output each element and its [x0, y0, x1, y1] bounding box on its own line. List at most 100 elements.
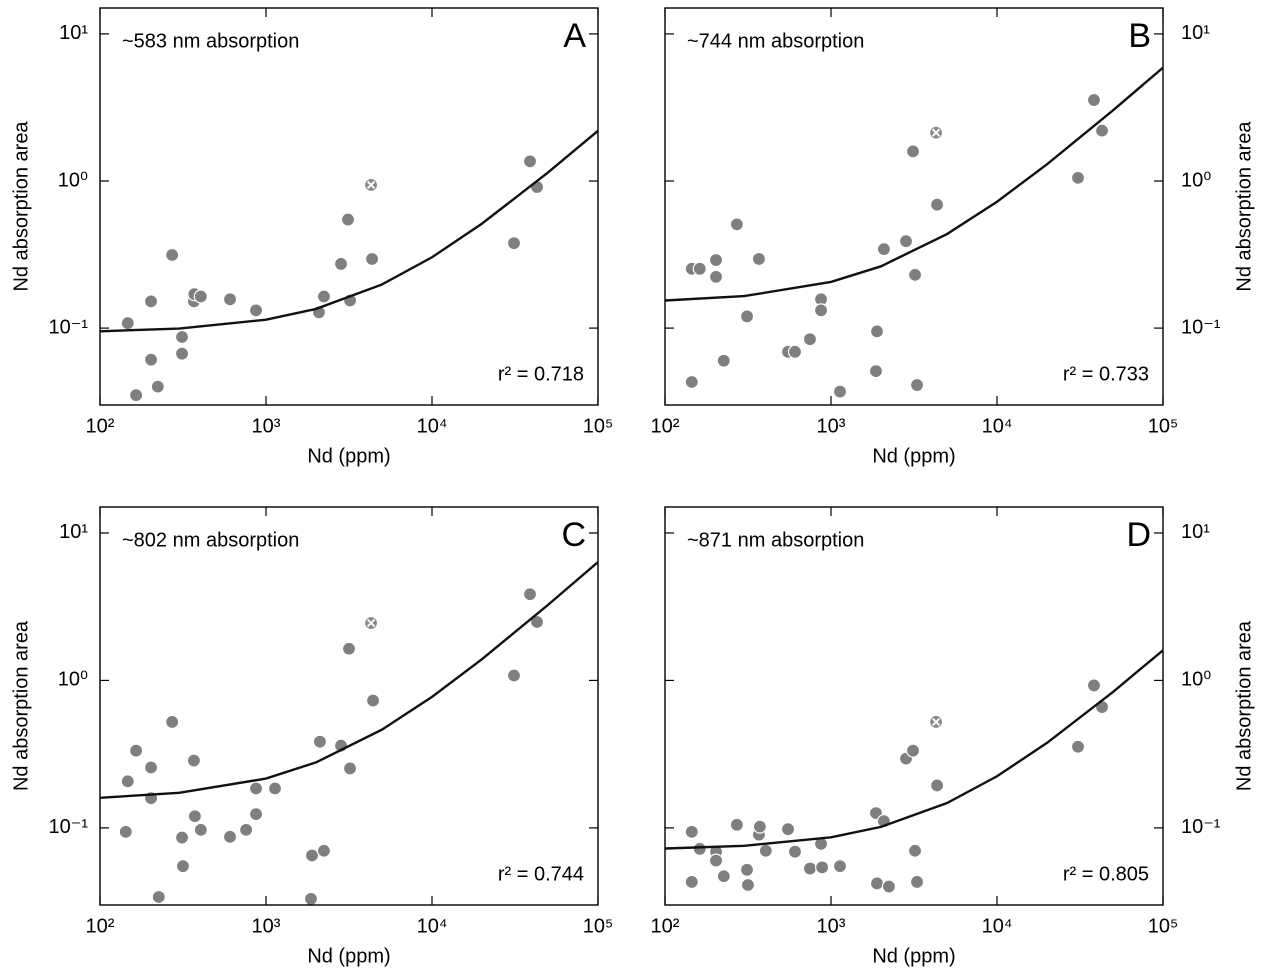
y-tick-label: 10⁰ [58, 669, 88, 691]
r-squared-label: r² = 0.805 [1063, 863, 1149, 885]
panel-label: C [561, 516, 586, 554]
panel: 10² 10³ 10⁴ 10⁵ 10⁻¹ 10⁰ 10¹ Nd (ppm) Nd absorpt… [10, 7, 613, 467]
data-point [716, 869, 731, 884]
data-point [758, 843, 773, 858]
r-squared-label: r² = 0.733 [1063, 363, 1149, 385]
y-axis-label: Nd absorption area [10, 121, 32, 292]
data-point [364, 251, 380, 267]
data-point [174, 329, 190, 345]
x-tick-label: 10⁴ [417, 915, 448, 937]
fit-line [100, 129, 598, 333]
data-point [365, 693, 381, 708]
data-point [506, 668, 522, 683]
y-tick-label: 10¹ [1181, 521, 1210, 543]
data-point [222, 292, 238, 307]
data-point [929, 778, 945, 793]
data-point [303, 891, 319, 905]
data-point [787, 844, 803, 859]
data-point [740, 877, 756, 893]
data-point [752, 819, 768, 834]
data-point [929, 197, 945, 212]
y-tick-label: 10¹ [59, 521, 88, 543]
data-point [780, 822, 796, 837]
data-point [522, 154, 538, 169]
x-tick-label: 10² [651, 915, 680, 937]
panel: 10² 10³ 10⁴ 10⁵ 10⁻¹ 10⁰ 10¹ Nd (ppm) Nd absorpt… [651, 7, 1255, 467]
plot-area [100, 561, 598, 905]
data-point [813, 303, 829, 318]
data-point [248, 781, 264, 796]
data-point [708, 269, 724, 284]
x-tick-label: 10² [86, 415, 115, 437]
data-point [129, 388, 144, 403]
data-point [175, 859, 191, 874]
data-point [120, 774, 135, 789]
data-point [341, 641, 357, 656]
data-point [174, 830, 190, 845]
data-point [898, 234, 914, 249]
x-tick-label: 10² [651, 415, 680, 437]
data-point [187, 809, 203, 824]
data-point [1070, 739, 1086, 754]
x-axis-label: Nd (ppm) [872, 945, 955, 967]
y-tick-label: 10⁰ [1181, 669, 1211, 691]
data-point [248, 807, 264, 822]
y-axis-label: Nd absorption area [1233, 121, 1255, 292]
outlier-point [928, 125, 944, 140]
data-point [881, 879, 897, 894]
data-point [1086, 678, 1102, 693]
data-point [684, 374, 699, 390]
data-point [869, 876, 885, 891]
data-point [342, 761, 358, 776]
data-point [118, 824, 133, 839]
y-tick-label: 10⁻¹ [1181, 816, 1221, 838]
data-point [1070, 170, 1086, 185]
data-point [729, 817, 744, 832]
data-point [150, 379, 165, 394]
data-point [120, 316, 135, 331]
data-point [333, 256, 349, 272]
x-tick-label: 10⁴ [982, 915, 1013, 937]
data-point [708, 252, 724, 268]
fit-line [100, 561, 598, 799]
data-point [751, 251, 767, 267]
data-point [1086, 92, 1102, 108]
outlier-point [363, 177, 379, 193]
outlier-point [363, 615, 379, 631]
x-tick-label: 10⁴ [982, 415, 1013, 437]
data-point [876, 242, 892, 257]
panel-label: B [1128, 17, 1151, 55]
y-tick-label: 10⁻¹ [49, 316, 89, 338]
data-point [1094, 123, 1110, 138]
data-point [151, 889, 166, 905]
data-point [708, 853, 724, 868]
data-point [832, 859, 848, 874]
y-tick-label: 10¹ [59, 22, 88, 44]
data-point [193, 289, 208, 304]
plot-frame [99, 7, 599, 406]
plot-area [665, 649, 1163, 894]
data-point [716, 353, 731, 368]
outlier-point [928, 714, 944, 730]
data-point [165, 714, 180, 730]
data-point [802, 861, 818, 876]
x-axis-label: Nd (ppm) [307, 945, 390, 967]
data-point [815, 860, 830, 875]
y-tick-label: 10⁻¹ [1181, 316, 1221, 338]
data-point [129, 743, 144, 758]
y-axis-label: Nd absorption area [1233, 620, 1255, 791]
outlier-cross [931, 717, 941, 727]
plot-area [100, 129, 598, 403]
data-point [304, 848, 320, 863]
data-point [905, 743, 921, 758]
data-point [143, 760, 159, 775]
data-point [143, 352, 159, 367]
x-tick-label: 10³ [252, 415, 281, 437]
x-tick-label: 10² [86, 915, 115, 937]
data-point [165, 247, 180, 263]
data-point [248, 303, 264, 318]
x-tick-label: 10³ [252, 915, 281, 937]
data-point [692, 841, 707, 857]
data-point [506, 236, 522, 251]
y-tick-label: 10¹ [1181, 22, 1210, 44]
